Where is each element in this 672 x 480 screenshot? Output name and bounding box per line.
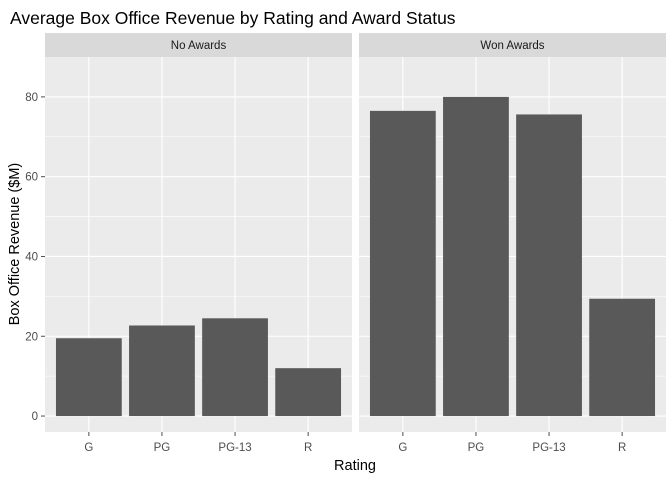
x-tick-label-no-awards-g: G — [84, 442, 93, 454]
x-tick-label-no-awards-r: R — [304, 442, 312, 454]
bar-won-awards-pg-13 — [516, 114, 582, 417]
bar-won-awards-pg — [443, 96, 509, 417]
y-tick-label: 60 — [25, 172, 38, 184]
x-tick-label-no-awards-pg-13: PG-13 — [218, 442, 251, 454]
x-tick-label-won-awards-g: G — [398, 442, 407, 454]
x-tick-label-won-awards-pg: PG — [468, 442, 485, 454]
y-axis: 0 20 40 60 80 — [25, 92, 45, 423]
bar-no-awards-pg — [129, 325, 195, 417]
y-tick-label: 0 — [32, 411, 38, 423]
facet-strip-label-no-awards: No Awards — [171, 40, 227, 52]
x-axis: G PG PG-13 R G PG PG-13 R — [84, 432, 626, 454]
bar-no-awards-r — [275, 368, 342, 417]
bar-no-awards-g — [55, 338, 122, 417]
x-axis-title: Rating — [334, 458, 376, 474]
chart-title: Average Box Office Revenue by Rating and… — [10, 8, 456, 28]
bar-won-awards-g — [369, 110, 436, 417]
facet-strip-label-won-awards: Won Awards — [480, 40, 544, 52]
y-tick-label: 80 — [25, 92, 38, 104]
facet-panel-won-awards: Won Awards — [359, 33, 666, 432]
facet-strip-no-awards — [45, 33, 352, 57]
y-axis-title: Box Office Revenue ($M) — [7, 163, 23, 326]
facet-panels: No Awards Won Awards — [45, 33, 666, 432]
y-tick-label: 40 — [25, 251, 38, 263]
facet-panel-no-awards: No Awards — [45, 33, 352, 432]
y-tick-label: 20 — [25, 331, 38, 343]
bar-won-awards-r — [589, 298, 656, 417]
x-tick-label-won-awards-pg-13: PG-13 — [532, 442, 565, 454]
bar-no-awards-pg-13 — [202, 318, 268, 417]
x-tick-label-no-awards-pg: PG — [154, 442, 171, 454]
facet-strip-won-awards — [359, 33, 666, 57]
x-tick-label-won-awards-r: R — [618, 442, 626, 454]
